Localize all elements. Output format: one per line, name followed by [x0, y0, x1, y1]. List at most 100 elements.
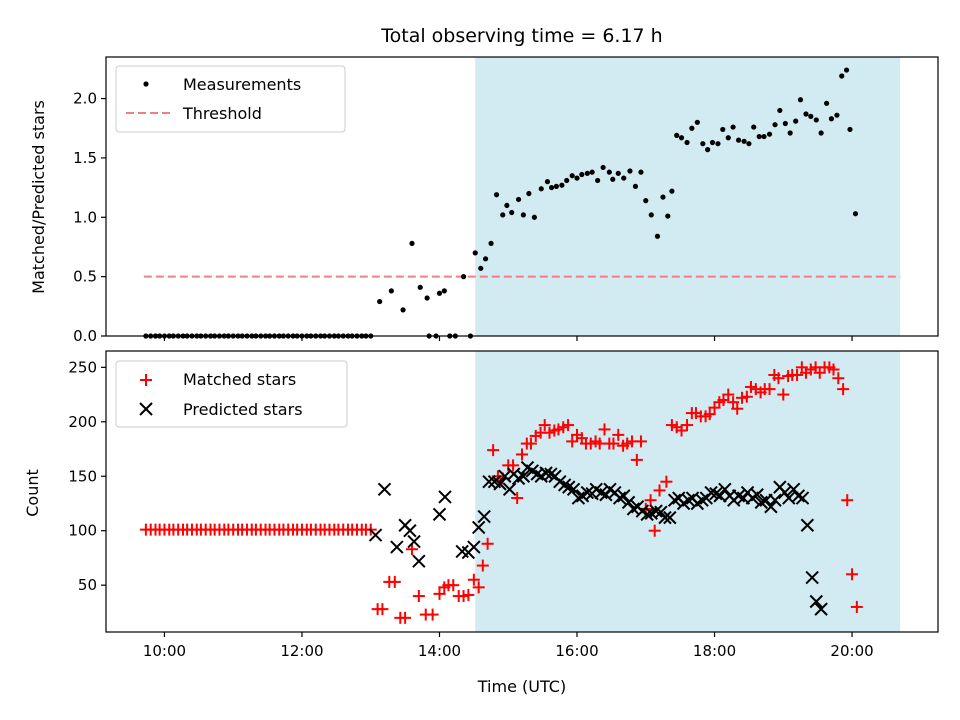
measurement-point — [660, 194, 666, 200]
measurement-point — [579, 171, 585, 178]
matched-star-point — [630, 453, 643, 466]
measurement-point — [559, 182, 565, 188]
measurement-point — [705, 147, 711, 153]
ytick-label: 1.0 — [73, 208, 97, 226]
matched-star-point — [681, 419, 694, 432]
measurement-point — [793, 118, 799, 124]
measurement-point — [772, 122, 778, 128]
predicted-star-point — [713, 489, 727, 503]
bottom-xticks: 10:00 12:00 14:00 16:00 18:00 20:00 — [143, 632, 874, 660]
measurement-point — [839, 73, 845, 79]
predicted-star-point — [580, 485, 595, 500]
measurement-point — [756, 133, 762, 140]
measurement-point — [824, 100, 830, 106]
predicted-star-point — [438, 490, 452, 504]
bottom-shaded-span — [475, 351, 901, 632]
measurement-point — [700, 141, 706, 147]
measurement-point — [504, 202, 510, 209]
ytick-label: 50 — [78, 576, 97, 594]
ytick-label: 250 — [68, 358, 97, 376]
measurement-point — [684, 139, 690, 146]
predicted-star-point — [814, 602, 828, 616]
ytick-label: 100 — [68, 522, 97, 540]
measurement-point — [766, 131, 773, 137]
predicted-star-point — [368, 528, 383, 542]
measurement-point — [493, 192, 500, 198]
top-ylabel: Matched/Predicted stars — [29, 100, 48, 294]
measurement-point — [638, 169, 644, 175]
measurement-point — [761, 133, 767, 140]
matched-star-point — [447, 579, 460, 592]
measurement-point — [531, 214, 537, 220]
matched-star-point — [675, 424, 688, 437]
bottom-yticks: 50 100 150 200 250 — [68, 358, 106, 594]
predicted-star-point — [471, 520, 486, 535]
measurement-point — [478, 265, 484, 271]
predicted-star-point — [667, 493, 682, 507]
predicted-star-point — [557, 478, 572, 492]
measurement-point — [436, 290, 443, 296]
ytick-label: 0.0 — [73, 327, 97, 345]
measurement-point — [424, 295, 430, 301]
predicted-star-point — [809, 594, 824, 609]
predicted-star-point — [467, 540, 481, 554]
measurement-point — [777, 107, 783, 114]
matched-star-point — [727, 396, 740, 409]
measurement-point — [828, 116, 835, 122]
ytick-label: 1.5 — [73, 149, 97, 167]
matched-star-point — [612, 428, 625, 441]
legend-measurements-marker — [143, 81, 149, 87]
measurement-point — [689, 125, 695, 131]
matched-star-point — [846, 568, 859, 581]
matched-star-point — [507, 459, 520, 472]
measurement-point — [627, 168, 633, 174]
matched-star-point — [511, 492, 524, 505]
top-yticks: 0.0 0.5 1.0 1.5 2.0 — [73, 90, 106, 345]
measurement-point — [584, 170, 590, 176]
measurement-point — [843, 67, 850, 73]
matched-star-point — [467, 573, 480, 586]
matched-star-point — [660, 475, 673, 488]
measurement-point — [715, 141, 721, 147]
matched-star-point — [481, 537, 494, 550]
measurement-point — [544, 179, 551, 185]
measurement-point — [678, 135, 685, 141]
ytick-label: 150 — [68, 467, 97, 485]
predicted-star-point — [516, 469, 531, 483]
predicted-star-point — [768, 493, 782, 507]
measurement-point — [694, 119, 700, 125]
matched-star-point — [832, 372, 845, 385]
matched-star-point — [634, 435, 647, 448]
measurement-point — [654, 233, 661, 239]
legend-measurements-label: Measurements — [183, 75, 301, 94]
measurement-point — [417, 284, 423, 290]
matched-star-point — [566, 435, 579, 448]
matched-star-point — [850, 600, 863, 613]
measurement-point — [735, 137, 742, 143]
measurement-point — [787, 130, 793, 136]
matched-star-point — [772, 372, 785, 385]
predicted-star-point — [718, 482, 732, 497]
measurement-point — [741, 138, 747, 144]
measurement-point — [526, 190, 532, 197]
predicted-star-point — [750, 488, 764, 502]
predicted-star-point — [640, 507, 654, 522]
measurement-point — [674, 132, 680, 138]
matched-star-point — [487, 444, 500, 457]
top-xticks — [163, 336, 853, 341]
top-axes-frame — [105, 56, 939, 337]
predicted-star-point — [704, 485, 718, 500]
measurement-point — [610, 176, 616, 182]
predicted-star-point — [377, 482, 392, 497]
top-legend-box — [115, 65, 346, 133]
predicted-star-point — [791, 489, 806, 503]
predicted-star-point — [681, 493, 696, 507]
measurement-point — [725, 135, 731, 141]
predicted-star-point — [709, 486, 723, 501]
bottom-legend: Matched stars Predicted stars — [115, 360, 348, 428]
matched-star-point — [703, 408, 716, 421]
bottom-marks — [139, 361, 863, 624]
matched-star-point — [388, 575, 401, 588]
matched-star-point — [777, 388, 790, 401]
bottom-legend-box — [115, 360, 348, 428]
